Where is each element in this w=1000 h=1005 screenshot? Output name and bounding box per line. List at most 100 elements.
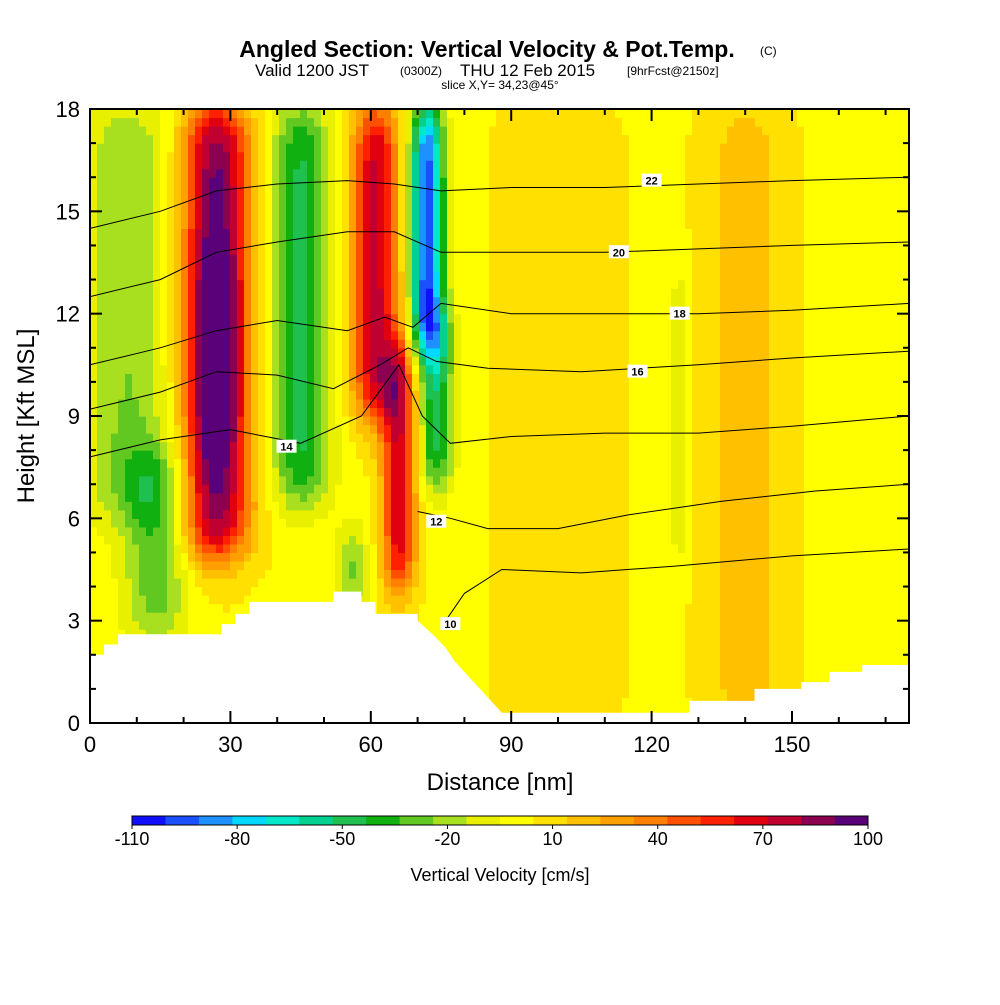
velocity-cell <box>573 612 581 622</box>
velocity-cell <box>419 467 427 477</box>
velocity-cell <box>370 117 378 127</box>
velocity-cell <box>209 160 217 170</box>
velocity-cell <box>468 543 476 554</box>
velocity-cell <box>496 603 504 613</box>
velocity-cell <box>181 535 189 545</box>
velocity-cell <box>328 381 336 392</box>
velocity-cell <box>349 475 357 485</box>
velocity-cell <box>342 526 350 536</box>
velocity-cell <box>174 416 182 426</box>
velocity-cell <box>223 441 231 451</box>
velocity-cell <box>251 595 259 605</box>
velocity-cell <box>370 416 378 426</box>
velocity-cell <box>307 271 315 281</box>
velocity-cell <box>279 518 287 528</box>
velocity-cell <box>398 458 406 468</box>
velocity-cell <box>230 535 238 545</box>
velocity-cell <box>433 279 441 289</box>
velocity-cell <box>384 356 392 366</box>
velocity-cell <box>454 202 462 212</box>
velocity-cell <box>328 313 336 323</box>
velocity-cell <box>489 586 497 596</box>
velocity-cell <box>132 390 140 400</box>
velocity-cell <box>139 288 147 298</box>
velocity-cell <box>433 578 441 588</box>
velocity-cell <box>104 416 112 426</box>
velocity-cell <box>272 450 280 460</box>
velocity-cell <box>496 578 504 588</box>
velocity-cell <box>328 595 336 605</box>
velocity-cell <box>160 390 168 400</box>
velocity-cell <box>412 126 420 136</box>
velocity-cell <box>181 424 189 434</box>
velocity-cell <box>174 381 182 392</box>
velocity-cell <box>146 168 154 178</box>
velocity-cell <box>181 347 189 357</box>
velocity-cell <box>111 126 119 136</box>
velocity-cell <box>167 475 175 485</box>
velocity-cell <box>258 373 266 383</box>
velocity-cell <box>517 194 525 204</box>
velocity-cell <box>160 620 168 630</box>
velocity-cell <box>279 364 287 374</box>
velocity-cell <box>188 450 196 460</box>
velocity-cell <box>461 518 469 528</box>
velocity-cell <box>223 586 231 596</box>
velocity-cell <box>160 271 168 281</box>
velocity-cell <box>230 143 238 153</box>
velocity-cell <box>398 381 406 392</box>
velocity-cell <box>125 253 133 264</box>
velocity-cell <box>517 373 525 383</box>
velocity-cell <box>398 518 406 528</box>
velocity-cell <box>286 151 294 161</box>
velocity-cell <box>363 398 371 409</box>
velocity-cell <box>356 228 364 238</box>
velocity-cell <box>433 117 441 127</box>
velocity-cell <box>482 373 490 383</box>
velocity-cell <box>111 168 119 178</box>
velocity-cell <box>160 492 168 502</box>
velocity-cell <box>111 296 119 306</box>
velocity-cell <box>160 629 168 639</box>
velocity-cell <box>412 467 420 477</box>
velocity-cell <box>426 441 434 451</box>
velocity-cell <box>524 347 532 357</box>
velocity-cell <box>111 560 119 571</box>
velocity-cell <box>391 450 399 460</box>
velocity-cell <box>251 245 259 255</box>
velocity-cell <box>335 560 343 571</box>
velocity-cell <box>384 279 392 289</box>
velocity-cell <box>538 518 546 528</box>
velocity-cell <box>363 262 371 272</box>
velocity-cell <box>111 603 119 613</box>
velocity-cell <box>524 688 532 699</box>
velocity-cell <box>489 253 497 264</box>
velocity-cell <box>342 305 350 315</box>
velocity-cell <box>307 296 315 306</box>
velocity-cell <box>146 433 154 443</box>
velocity-cell <box>314 245 322 255</box>
velocity-cell <box>223 492 231 502</box>
velocity-cell <box>216 543 224 554</box>
velocity-cell <box>433 373 441 383</box>
velocity-cell <box>153 458 161 468</box>
velocity-cell <box>482 390 490 400</box>
velocity-cell <box>475 424 483 434</box>
velocity-cell <box>552 288 560 298</box>
velocity-cell <box>300 253 308 264</box>
velocity-cell <box>314 441 322 451</box>
velocity-cell <box>531 347 539 357</box>
velocity-cell <box>356 467 364 477</box>
velocity-cell <box>97 262 105 272</box>
velocity-cell <box>566 177 574 187</box>
velocity-cell <box>524 262 532 272</box>
velocity-cell <box>293 501 301 511</box>
velocity-cell <box>377 339 385 349</box>
velocity-cell <box>111 620 119 630</box>
velocity-cell <box>132 535 140 545</box>
velocity-cell <box>398 578 406 588</box>
velocity-cell <box>433 586 441 596</box>
velocity-cell <box>209 569 217 579</box>
velocity-cell <box>482 219 490 229</box>
velocity-cell <box>174 168 182 178</box>
